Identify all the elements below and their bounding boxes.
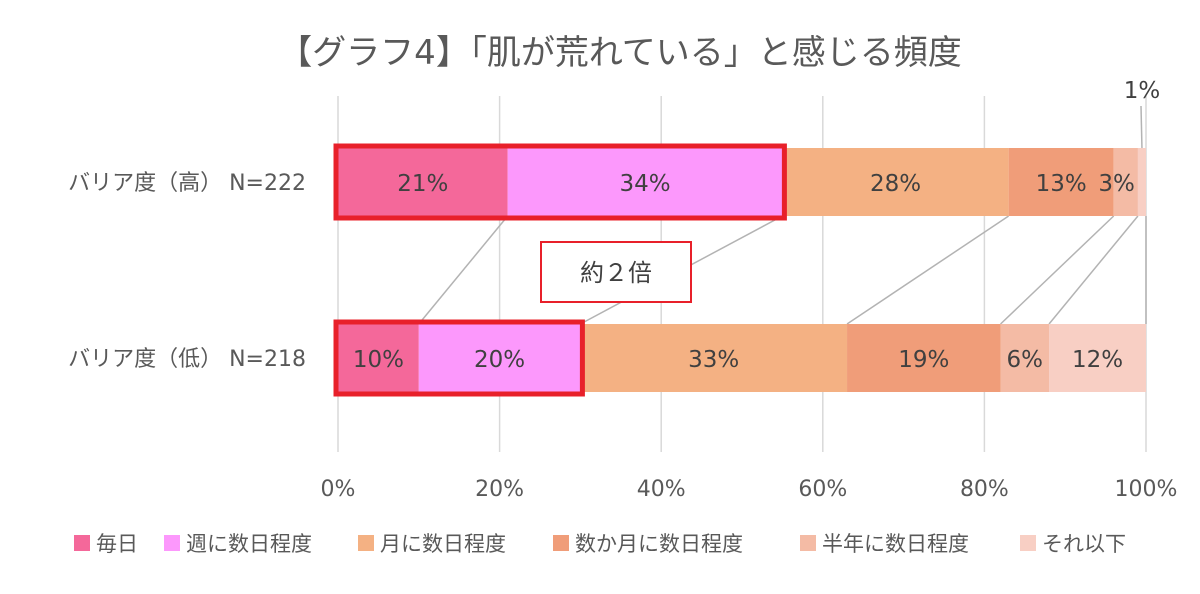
bar-segment	[1049, 324, 1146, 392]
legend-swatch	[1020, 535, 1036, 551]
leader-line	[1140, 105, 1143, 149]
bar-segment	[418, 324, 581, 392]
segment-label: 21%	[397, 171, 448, 197]
segment-label: 33%	[688, 347, 739, 373]
bar-segment	[507, 148, 783, 216]
bar-segment	[1000, 324, 1050, 392]
category-label: バリア度（低） N=218	[68, 347, 306, 372]
ratio-callout: 約２倍	[540, 241, 692, 303]
legend-swatch	[358, 535, 374, 551]
x-tick-label: 0%	[321, 477, 356, 502]
segment-label: 12%	[1072, 347, 1123, 373]
legend-label: 月に数日程度	[380, 532, 506, 556]
segment-labels: 21% 34% 28% 13% 10% 20% 33% 19% 6% 12% 3% 1%	[353, 78, 1160, 373]
bar-segment	[580, 324, 848, 392]
x-tick-label: 100%	[1115, 477, 1178, 502]
legend-swatch	[800, 535, 816, 551]
segment-label: 6%	[1007, 347, 1044, 373]
x-tick-labels: 0% 20% 40% 60% 80% 100%	[321, 477, 1178, 502]
legend-swatch	[553, 535, 569, 551]
legend-label: 数か月に数日程度	[575, 532, 743, 556]
segment-label: 20%	[474, 347, 525, 373]
legend-label: 半年に数日程度	[822, 532, 969, 556]
bar-segment	[1137, 148, 1146, 216]
segment-label: 10%	[353, 347, 404, 373]
legend-swatch	[74, 535, 90, 551]
legend: 毎日 週に数日程度 月に数日程度 数か月に数日程度 半年に数日程度 それ以下	[74, 532, 1126, 556]
callout-text: 約２倍	[580, 259, 652, 287]
series-connector-line	[1000, 215, 1115, 325]
segment-label: 1%	[1124, 78, 1161, 104]
highlight-box	[333, 319, 585, 397]
segment-label: 28%	[870, 171, 921, 197]
chart-title: 【グラフ4】「肌が荒れている」と感じる頻度	[278, 33, 962, 73]
legend-label: それ以下	[1042, 532, 1126, 556]
bar-segment	[847, 324, 1001, 392]
x-tick-label: 40%	[637, 477, 686, 502]
highlight-boxes	[333, 143, 787, 397]
series-connector-line	[1048, 215, 1139, 325]
legend-label: 週に数日程度	[186, 532, 312, 556]
segment-label: 19%	[898, 347, 949, 373]
bar-segment	[1113, 148, 1138, 216]
category-label: バリア度（高） N=222	[68, 171, 306, 196]
bar-segment	[1008, 148, 1114, 216]
segment-label: 13%	[1036, 171, 1087, 197]
legend-label: 毎日	[96, 532, 138, 556]
x-tick-label: 20%	[475, 477, 524, 502]
x-tick-label: 80%	[960, 477, 1009, 502]
segment-label: 3%	[1098, 171, 1135, 197]
x-tick-label: 60%	[798, 477, 847, 502]
series-connector-line	[846, 215, 1010, 325]
bar-segment	[338, 324, 419, 392]
series-connector-line	[418, 215, 509, 325]
connector-lines	[418, 215, 1147, 325]
bar-segment	[338, 148, 508, 216]
bars	[338, 148, 1146, 392]
bar-segment	[782, 148, 1009, 216]
legend-swatch	[164, 535, 180, 551]
callout-box	[540, 241, 692, 303]
segment-label: 34%	[619, 171, 670, 197]
category-labels: バリア度（高） N=222 バリア度（低） N=218	[68, 171, 306, 372]
highlight-box	[333, 143, 787, 221]
